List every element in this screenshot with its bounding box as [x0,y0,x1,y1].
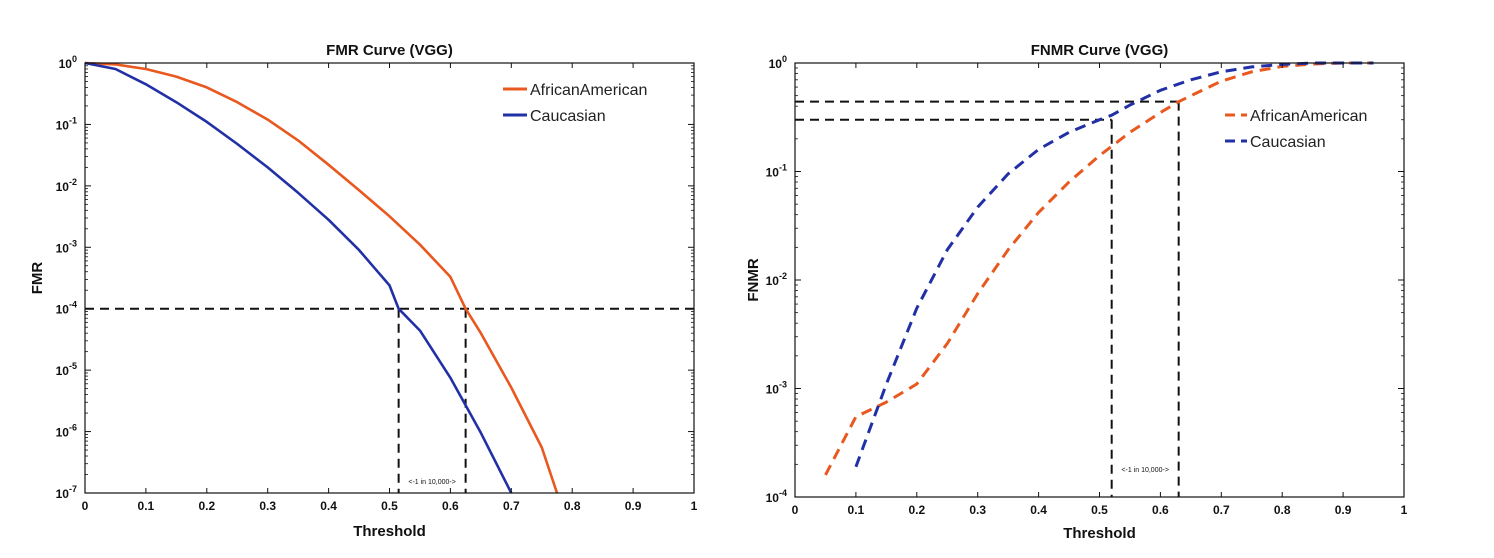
fnmr-chart: FNMR Curve (VGG) Threshold FNMR <-1 in 10,0… [745,42,1408,542]
y-tick-label: 100 [769,54,787,71]
x-axis-label: Threshold [1063,525,1136,542]
x-tick-label: 0.5 [381,499,398,513]
reference-lines [795,100,1180,497]
y-tick-label: 100 [59,54,77,71]
x-axis-label: Threshold [353,523,426,540]
fmr-chart: FMR Curve (VGG) Threshold FMR <-1 in 10,000… [29,42,698,540]
series-line-africanamerican [84,61,559,494]
y-ticks: 100 10-1 10-2 10-3 10-4 [766,54,1404,505]
x-tick-label: 0.4 [1030,503,1047,517]
x-tick-label: 0.8 [564,499,581,513]
x-ticks: 0 0.1 0.2 0.3 0.4 0.5 0.6 0.7 0.8 0.9 1 [792,63,1408,517]
legend-label: AfricanAmerican [530,82,647,99]
y-tick-label: 10-2 [56,177,77,194]
x-tick-label: 0.9 [625,499,642,513]
legend-label: Caucasian [530,108,606,125]
x-tick-label: 0.2 [908,503,925,517]
plot-frame [794,62,1405,498]
x-tick-label: 1 [1401,503,1408,517]
x-tick-label: 0.4 [320,499,337,513]
legend: AfricanAmerican Caucasian [1225,108,1367,151]
x-tick-label: 0.3 [259,499,276,513]
x-tick-label: 0.7 [503,499,520,513]
threshold-annotation: <-1 in 10,000-> [1121,467,1168,474]
y-ticks: 100 10-1 10-2 10-3 10-4 10-5 10-6 10-7 [56,54,694,501]
x-tick-label: 0 [792,503,799,517]
legend-label: Caucasian [1250,134,1326,151]
y-tick-label: 10-2 [766,271,787,288]
y-tick-label: 10-4 [56,300,77,317]
x-tick-label: 0.2 [198,499,215,513]
x-tick-label: 0.9 [1335,503,1352,517]
x-tick-label: 0.1 [138,499,155,513]
x-tick-label: 0.3 [969,503,986,517]
x-tick-label: 0 [82,499,89,513]
legend: AfricanAmerican Caucasian [503,82,647,125]
x-tick-label: 0.7 [1213,503,1230,517]
x-ticks: 0 0.1 0.2 0.3 0.4 0.5 0.6 0.7 0.8 0.9 1 [82,63,698,513]
y-tick-label: 10-6 [56,423,77,440]
y-axis-label: FMR [29,262,46,295]
y-tick-label: 10-1 [766,163,787,180]
x-tick-label: 0.5 [1091,503,1108,517]
y-tick-label: 10-3 [766,380,787,397]
series-line-caucasian [84,61,513,494]
y-axis-label: FNMR [745,258,762,301]
chart-title: FMR Curve (VGG) [326,42,453,59]
y-tick-label: 10-1 [56,115,77,132]
y-tick-label: 10-3 [56,238,77,255]
y-tick-label: 10-4 [766,488,787,505]
x-tick-label: 0.8 [1274,503,1291,517]
y-tick-label: 10-7 [56,484,77,501]
y-tick-label: 10-5 [56,361,77,378]
threshold-annotation: <-1 in 10,000-> [408,479,455,486]
reference-lines [85,307,694,493]
plot-frame [84,62,695,494]
x-tick-label: 0.6 [1152,503,1169,517]
chart-title: FNMR Curve (VGG) [1031,42,1169,59]
legend-label: AfricanAmerican [1250,108,1367,125]
x-tick-label: 0.1 [848,503,865,517]
x-tick-label: 1 [691,499,698,513]
x-tick-label: 0.6 [442,499,459,513]
